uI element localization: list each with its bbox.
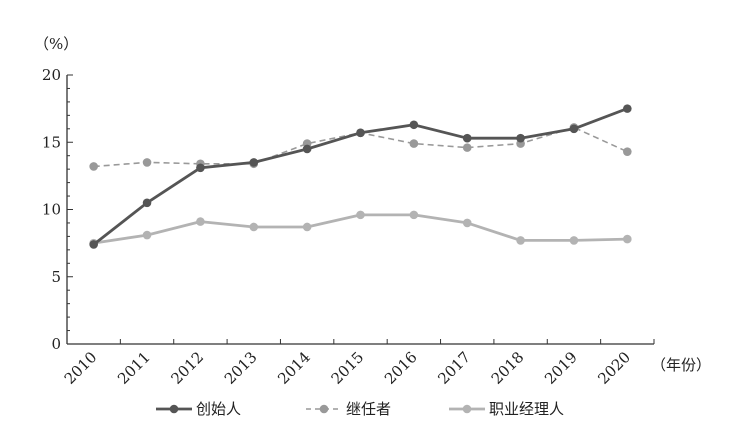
series-point (196, 163, 205, 173)
series-point (623, 104, 632, 113)
legend-swatch-marker (319, 404, 329, 414)
series-point (462, 133, 472, 143)
y-ticks: 0 5 10 15 20 (42, 66, 73, 353)
legend-label: 创始人 (196, 400, 241, 418)
series-point (569, 236, 579, 245)
x-tick-label: 2010 (61, 348, 101, 388)
axes: （%） （年份） (34, 35, 711, 374)
x-tick-label: 2018 (488, 348, 528, 388)
series-point (142, 230, 152, 240)
legend-label: 继任者 (346, 400, 391, 418)
x-tick-label: 2011 (114, 348, 154, 388)
series-point (516, 236, 525, 245)
series-point (142, 158, 152, 167)
series-point (409, 139, 419, 148)
series-point (142, 198, 152, 208)
series-point (623, 234, 632, 244)
series-point (89, 162, 98, 171)
x-tick-label: 2015 (328, 348, 368, 388)
series-point (89, 240, 98, 249)
series-point (409, 210, 419, 220)
series-point (462, 143, 472, 152)
series-point (623, 147, 632, 156)
x-ticks: 2010 2011 2012 2013 2014 2015 2016 2017 2018 2019… (61, 339, 655, 388)
series-layer (89, 104, 632, 249)
legend-label: 职业经理人 (489, 400, 564, 418)
series-point (249, 222, 259, 232)
y-unit-label: （%） (34, 35, 78, 53)
legend: 创始人 继任者 职业经理人 (156, 400, 564, 418)
y-tick-label: 15 (42, 133, 61, 151)
y-tick-label: 10 (42, 201, 61, 219)
x-unit-label: （年份） (651, 356, 711, 374)
x-tick-label: 2012 (168, 348, 208, 388)
y-tick-label: 5 (51, 268, 61, 286)
series-point (249, 158, 259, 167)
series-point (356, 210, 365, 220)
y-tick-label: 0 (51, 335, 61, 353)
y-tick-label: 20 (42, 66, 61, 84)
x-tick-label: 2013 (221, 348, 261, 388)
series-point (409, 120, 419, 130)
x-tick-label: 2020 (594, 348, 634, 388)
x-tick-label: 2019 (541, 348, 581, 388)
series-point (356, 128, 365, 138)
x-tick-label: 2016 (381, 348, 421, 388)
series-point (462, 218, 472, 228)
series-point (569, 124, 579, 134)
series-point (516, 133, 525, 143)
series-point (302, 222, 312, 232)
series-point (196, 217, 205, 226)
x-tick-label: 2014 (274, 348, 314, 388)
legend-swatch-marker (462, 404, 472, 414)
x-tick-label: 2017 (434, 348, 474, 388)
series-point (302, 144, 312, 154)
legend-swatch-marker (169, 404, 179, 414)
